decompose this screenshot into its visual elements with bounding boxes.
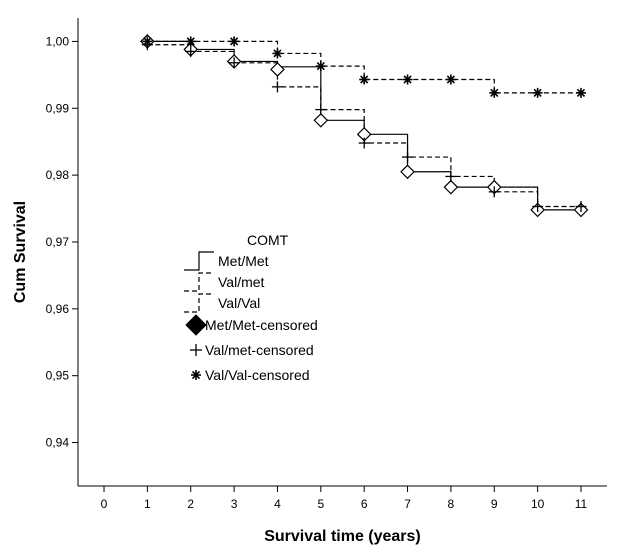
censored-marker-asterisk	[445, 74, 456, 85]
censored-marker-asterisk	[359, 74, 370, 85]
censored-marker-diamond	[400, 164, 415, 180]
x-tick-label: 4	[274, 497, 281, 511]
x-tick-label: 8	[448, 497, 455, 511]
censored-marker-plus	[488, 186, 500, 198]
censored-marker-asterisk	[315, 61, 326, 72]
marker-arm	[533, 88, 542, 97]
censored-marker-asterisk	[402, 74, 413, 85]
marker-arm	[490, 88, 499, 97]
censored-marker-diamond	[443, 179, 459, 195]
censored-marker-plus	[228, 57, 240, 69]
marker-arm	[191, 370, 201, 380]
marker-arm	[360, 75, 369, 84]
censored-marker-plus	[402, 151, 414, 163]
marker-arm	[229, 37, 239, 46]
legend-entry-label: Met/Met	[218, 253, 269, 269]
x-tick-label: 2	[187, 497, 194, 511]
x-tick-label: 3	[231, 497, 238, 511]
marker-arm	[273, 49, 282, 58]
y-tick-label: 0,98	[46, 168, 70, 182]
series-line-3	[147, 40, 581, 94]
y-tick-label: 0,97	[46, 235, 70, 249]
legend-entry-label: Val/met	[218, 274, 265, 290]
y-tick-label: 0,96	[46, 302, 70, 316]
marker-arm	[186, 37, 195, 46]
x-tick-label: 0	[101, 497, 108, 511]
x-tick-label: 7	[404, 497, 411, 511]
marker-arm	[403, 75, 412, 84]
legend-line-met-met	[184, 251, 214, 271]
censored-marker-plus	[575, 201, 587, 213]
marker-arm	[576, 88, 586, 97]
legend-entry-label: Val/Val	[218, 295, 260, 311]
y-axis-title: Cum Survival	[12, 201, 29, 303]
x-tick-label: 5	[317, 497, 324, 511]
x-tick-label: 10	[531, 497, 545, 511]
x-tick-label: 1	[144, 497, 151, 511]
legend-marker-met-met-censored	[185, 314, 207, 336]
legend-entry-label: Val/Val-censored	[205, 367, 310, 383]
censored-marker-asterisk	[185, 36, 196, 47]
series-line-1	[147, 40, 581, 211]
censored-marker-asterisk	[489, 87, 500, 98]
x-tick-label: 6	[361, 497, 368, 511]
y-tick-label: 0,94	[46, 436, 70, 450]
censored-marker-plus	[358, 137, 370, 149]
censored-marker-asterisk	[575, 87, 586, 98]
censored-marker-diamond	[270, 62, 285, 77]
y-tick-label: 1,00	[46, 34, 70, 48]
legend-marker-val-met-censored	[189, 343, 203, 357]
plot-frame	[77, 18, 607, 487]
marker-arm	[316, 62, 325, 71]
legend-marker-val-val-censored	[191, 370, 201, 380]
censored-marker-asterisk	[142, 36, 153, 47]
censored-marker-plus	[271, 81, 283, 93]
censored-markers	[140, 34, 589, 218]
censored-marker-plus	[532, 201, 544, 213]
y-tick-label: 0,99	[46, 101, 70, 115]
marker-arm	[446, 75, 456, 84]
censored-marker-asterisk	[229, 36, 240, 47]
legend: COMT Met/Met Val/met Val/Val Met/Met-censor…	[184, 232, 318, 383]
censored-marker-plus	[315, 104, 327, 116]
x-tick-label: 9	[491, 497, 498, 511]
x-axis: 0 1 2 3 4 5 6 7 8 9 10 11	[101, 486, 588, 511]
legend-entry-label: Val/met-censored	[205, 342, 314, 358]
y-axis: 0,94 0,95 0,96 0,97 0,98 0,99 1,00	[46, 34, 78, 450]
legend-entry-label: Met/Met-censored	[205, 317, 318, 333]
censored-marker-asterisk	[272, 48, 283, 59]
legend-line-val-val	[184, 293, 214, 313]
x-axis-title: Survival time (years)	[264, 528, 421, 545]
x-tick-label: 11	[575, 497, 588, 511]
censored-marker-diamond	[313, 112, 329, 128]
legend-title: COMT	[247, 232, 289, 248]
legend-line-val-met	[184, 272, 214, 292]
censored-marker-plus	[445, 170, 457, 182]
y-tick-label: 0,95	[46, 369, 70, 383]
marker-arm	[143, 37, 152, 46]
censored-marker-asterisk	[532, 87, 543, 98]
censored-marker-plus	[185, 45, 197, 57]
